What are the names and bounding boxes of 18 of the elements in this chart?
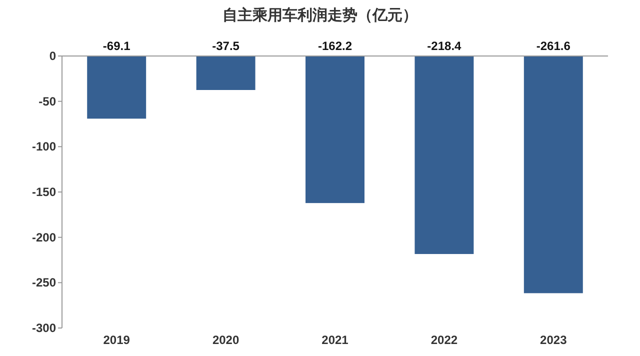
y-tick-label: -250 xyxy=(32,276,56,290)
data-label: -37.5 xyxy=(212,39,240,53)
y-tick-label: -150 xyxy=(32,185,56,199)
data-label: -69.1 xyxy=(102,39,131,53)
y-tick-label: -50 xyxy=(38,94,56,108)
x-tick-label: 2020 xyxy=(212,333,240,347)
y-tick-label: -100 xyxy=(32,140,56,154)
x-tick-label: 2021 xyxy=(322,333,349,347)
data-label: -162.2 xyxy=(318,39,352,53)
y-tick-label: -300 xyxy=(32,321,56,335)
x-tick-label: 2023 xyxy=(540,333,568,347)
data-label: -218.4 xyxy=(427,39,462,53)
x-tick-label: 2019 xyxy=(103,333,130,347)
x-tick-label: 2022 xyxy=(430,333,458,347)
y-tick-label: 0 xyxy=(49,49,56,63)
chart-title: 自主乘用车利润走势（亿元） xyxy=(222,6,418,24)
y-tick-label: -200 xyxy=(32,230,56,244)
data-label: -261.6 xyxy=(536,39,571,53)
